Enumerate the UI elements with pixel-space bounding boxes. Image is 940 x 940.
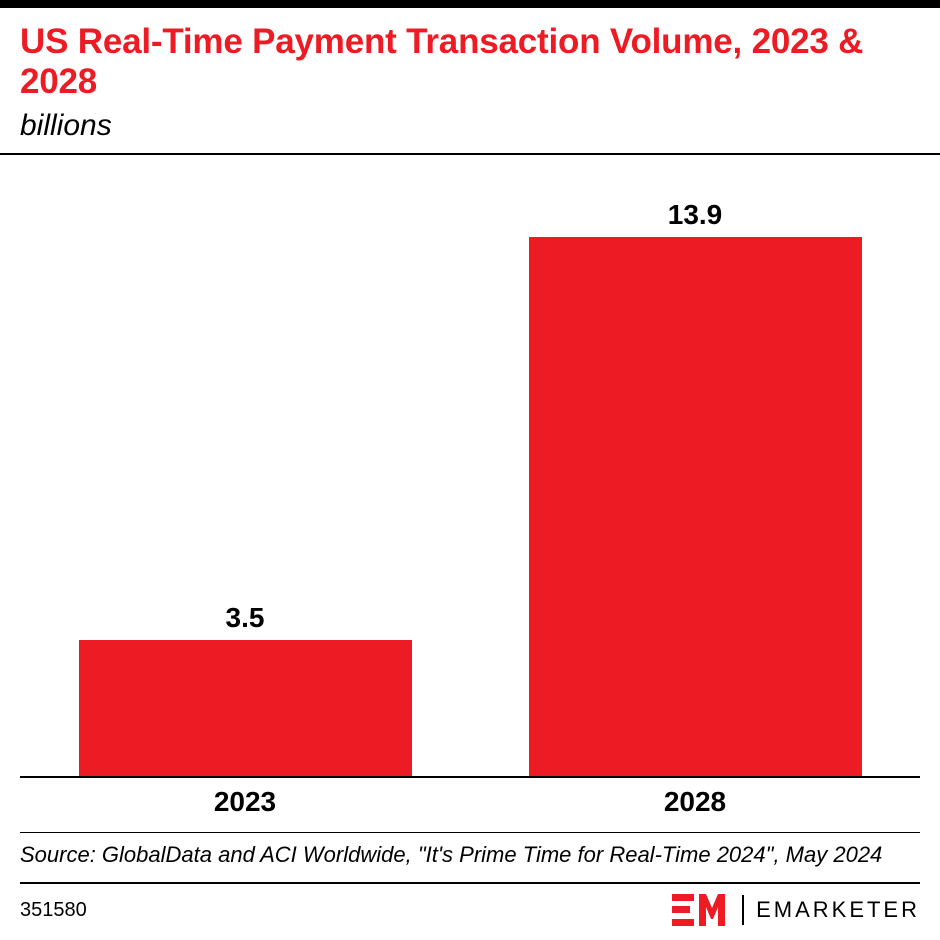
chart-area: 3.5 13.9 20232028 — [0, 155, 940, 832]
header: US Real-Time Payment Transaction Volume,… — [0, 8, 940, 155]
brand-divider — [742, 895, 744, 925]
bars-container: 3.5 13.9 — [20, 175, 920, 776]
chart-id: 351580 — [20, 899, 87, 922]
brand: EMARKETER — [672, 894, 920, 926]
bar-value-label: 13.9 — [668, 199, 723, 231]
footer: 351580 EMARKETER — [0, 884, 940, 940]
bar-value-label: 3.5 — [226, 602, 265, 634]
brand-text: EMARKETER — [756, 897, 920, 923]
x-labels: 20232028 — [20, 778, 920, 832]
bar — [529, 237, 862, 776]
top-rule — [0, 0, 940, 8]
chart-subtitle: billions — [20, 109, 920, 143]
chart-frame: US Real-Time Payment Transaction Volume,… — [0, 0, 940, 940]
bar-slot: 13.9 — [470, 175, 920, 776]
bar — [79, 640, 412, 776]
chart-title: US Real-Time Payment Transaction Volume,… — [20, 22, 920, 103]
brand-logo-icon — [672, 894, 730, 926]
x-label: 2028 — [470, 786, 920, 818]
source-text: Source: GlobalData and ACI Worldwide, "I… — [0, 833, 940, 883]
plot: 3.5 13.9 — [20, 175, 920, 776]
bar-slot: 3.5 — [20, 175, 470, 776]
x-label: 2023 — [20, 786, 470, 818]
